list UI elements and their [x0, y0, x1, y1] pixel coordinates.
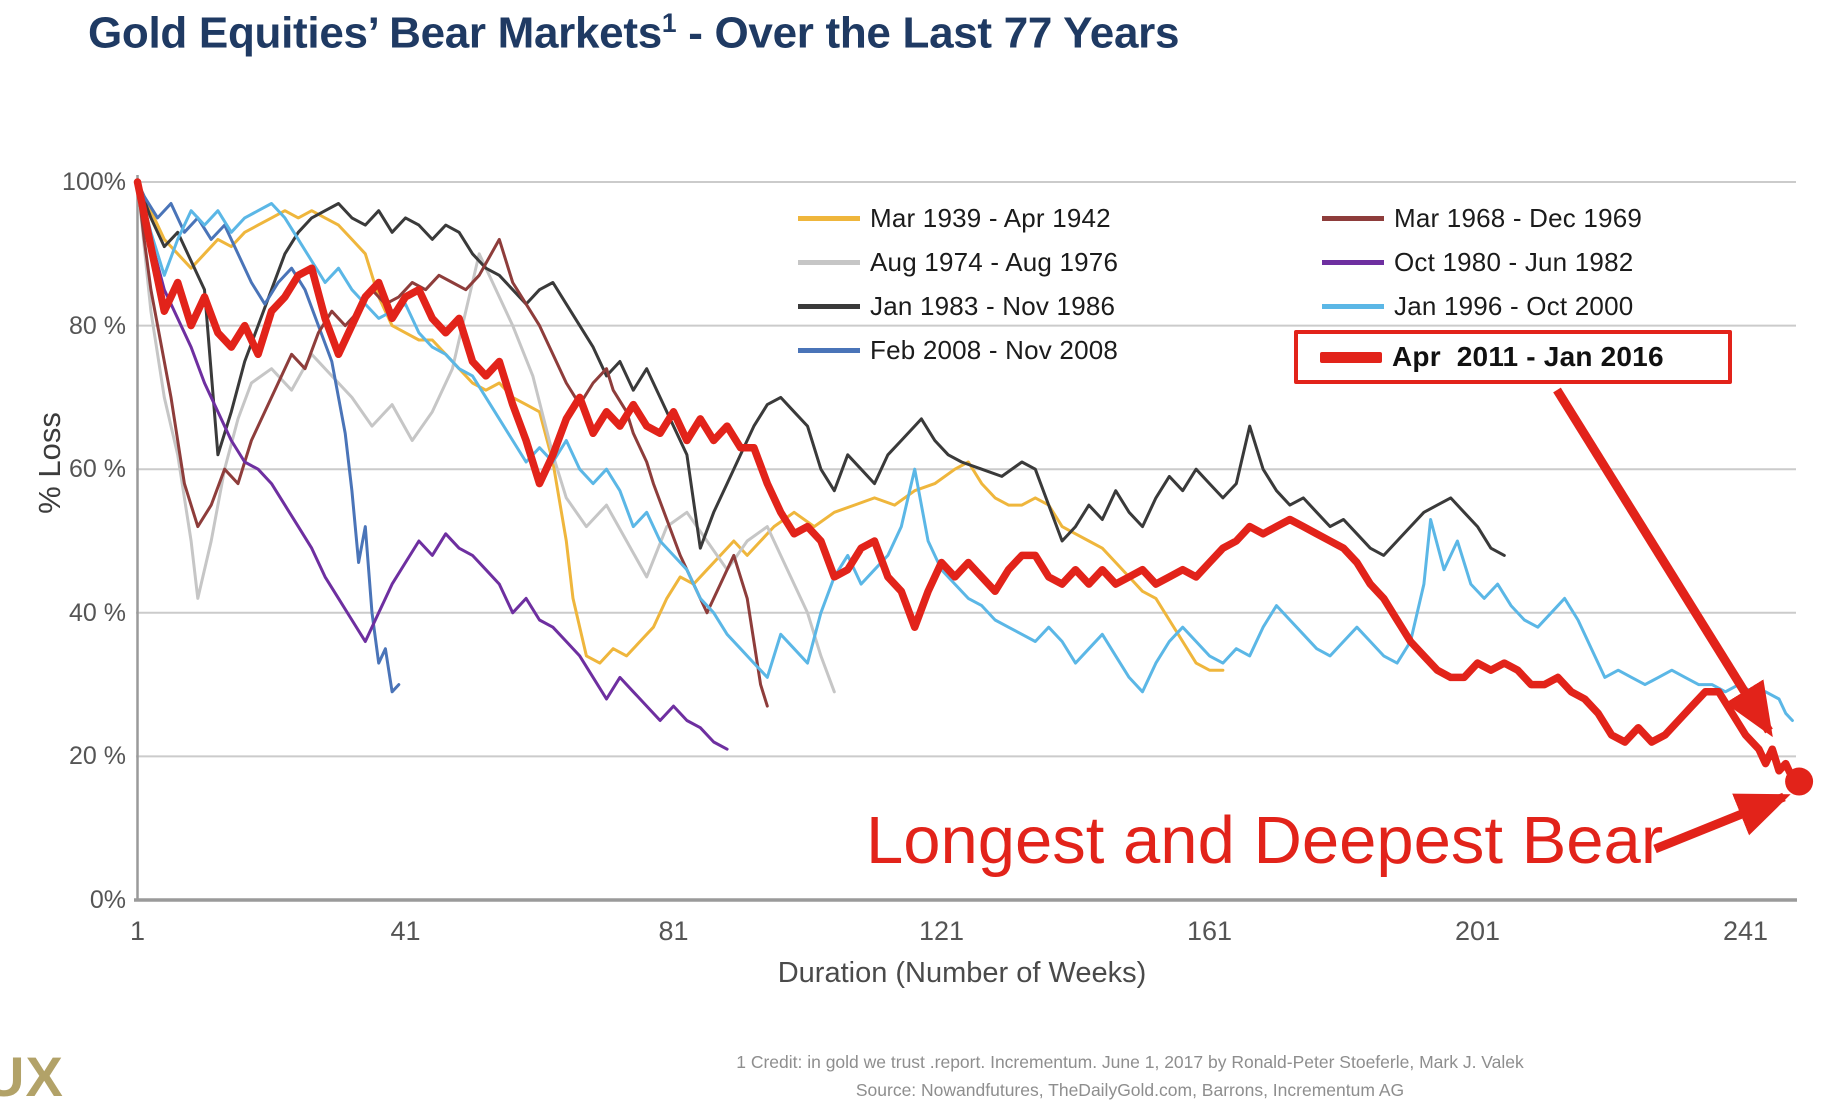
- series-line-jan-1983-nov-1986: [136, 180, 1506, 557]
- legend-item-apr-2011-jan-2016: Apr 2011 - Jan 2016: [1294, 330, 1732, 384]
- endpoint-dot: [1785, 767, 1814, 796]
- legend-swatch-aug-1974-aug-1976: [798, 259, 860, 265]
- legend-swatch-mar-1939-apr-1942: [798, 215, 860, 221]
- chart-title-tail: - Over the Last 77 Years: [676, 8, 1180, 58]
- legend-item-aug-1974-aug-1976: Aug 1974 - Aug 1976: [798, 240, 1118, 284]
- y-tick-label-80: 80 %: [69, 311, 126, 340]
- series-line-mar-1968-dec-1969: [136, 180, 769, 708]
- legend-label: Mar 1939 - Apr 1942: [870, 202, 1111, 233]
- series-line-aug-1974-aug-1976: [136, 180, 836, 694]
- chart-title-main: Gold Equities’ Bear Markets: [88, 8, 662, 58]
- legend-label: Apr 2011 - Jan 2016: [1392, 341, 1664, 372]
- legend-label: Jan 1996 - Oct 2000: [1394, 290, 1634, 321]
- legend-swatch-oct-1980-jun-1982: [1322, 259, 1384, 265]
- legend-label: Aug 1974 - Aug 1976: [870, 246, 1119, 277]
- legend-item-feb-2008-nov-2008: Feb 2008 - Nov 2008: [798, 328, 1118, 372]
- y-tick-label-60: 60 %: [69, 455, 126, 484]
- legend-item-oct-1980-jun-1982: Oct 1980 - Jun 1982: [1322, 240, 1732, 284]
- y-axis-title: % Loss: [32, 412, 67, 514]
- legend-label: Feb 2008 - Nov 2008: [870, 334, 1119, 365]
- x-tick-label-241: 241: [1722, 916, 1769, 946]
- x-tick-label-41: 41: [390, 916, 421, 946]
- legend-label: Oct 1980 - Jun 1982: [1394, 246, 1634, 277]
- series-line-apr-2011-jan-2016: [133, 178, 1803, 786]
- annotation-longest-deepest: Longest and Deepest Bear: [866, 803, 1664, 878]
- legend-item-jan-1983-nov-1986: Jan 1983 - Nov 1986: [798, 284, 1118, 328]
- series-line-oct-1980-jun-1982: [136, 180, 729, 751]
- y-tick-label-100: 100%: [62, 168, 126, 196]
- legend-swatch-jan-1983-nov-1986: [798, 303, 860, 309]
- y-tick-label-40: 40 %: [69, 598, 126, 627]
- y-tick-label-20: 20 %: [69, 742, 126, 771]
- legend-column-right: Mar 1968 - Dec 1969 Oct 1980 - Jun 1982 Ja…: [1294, 196, 1732, 384]
- legend-item-mar-1939-apr-1942: Mar 1939 - Apr 1942: [798, 196, 1118, 240]
- legend-swatch-apr-2011-jan-2016: [1320, 351, 1382, 363]
- legend-to-endpoint-arrow: [1553, 387, 1773, 738]
- chart-title: Gold Equities’ Bear Markets1 - Over the …: [88, 8, 1179, 59]
- legend-column-left: Mar 1939 - Apr 1942 Aug 1974 - Aug 1976 Ja…: [798, 196, 1118, 372]
- legend-item-mar-1968-dec-1969: Mar 1968 - Dec 1969: [1322, 196, 1732, 240]
- y-tick-label-0: 0%: [89, 886, 126, 914]
- chart-title-superscript: 1: [661, 8, 677, 38]
- series-line-jan-1996-oct-2000: [136, 180, 1794, 722]
- legend-item-jan-1996-oct-2000: Jan 1996 - Oct 2000: [1322, 284, 1732, 328]
- legend-label: Jan 1983 - Nov 1986: [870, 290, 1116, 321]
- x-axis-title: Duration (Number of Weeks): [777, 957, 1147, 989]
- legend-swatch-feb-2008-nov-2008: [798, 347, 860, 353]
- x-tick-label-1: 1: [129, 916, 146, 946]
- legend-swatch-jan-1996-oct-2000: [1322, 303, 1384, 309]
- footnote-source: Source: Nowandfutures, TheDailyGold.com,…: [855, 1080, 1405, 1100]
- x-tick-label-201: 201: [1454, 916, 1501, 946]
- x-tick-label-121: 121: [918, 916, 965, 946]
- partial-logo: UX: [0, 1045, 64, 1108]
- footnote-credit: 1 Credit: in gold we trust .report. Incr…: [736, 1052, 1524, 1072]
- footnote: 1 Credit: in gold we trust .report. Incr…: [560, 1048, 1700, 1104]
- x-tick-label-161: 161: [1186, 916, 1233, 946]
- annotation-to-endpoint-arrow: [1653, 792, 1791, 854]
- legend-swatch-mar-1968-dec-1969: [1322, 215, 1384, 221]
- x-tick-label-81: 81: [658, 916, 689, 946]
- legend-label: Mar 1968 - Dec 1969: [1394, 202, 1643, 233]
